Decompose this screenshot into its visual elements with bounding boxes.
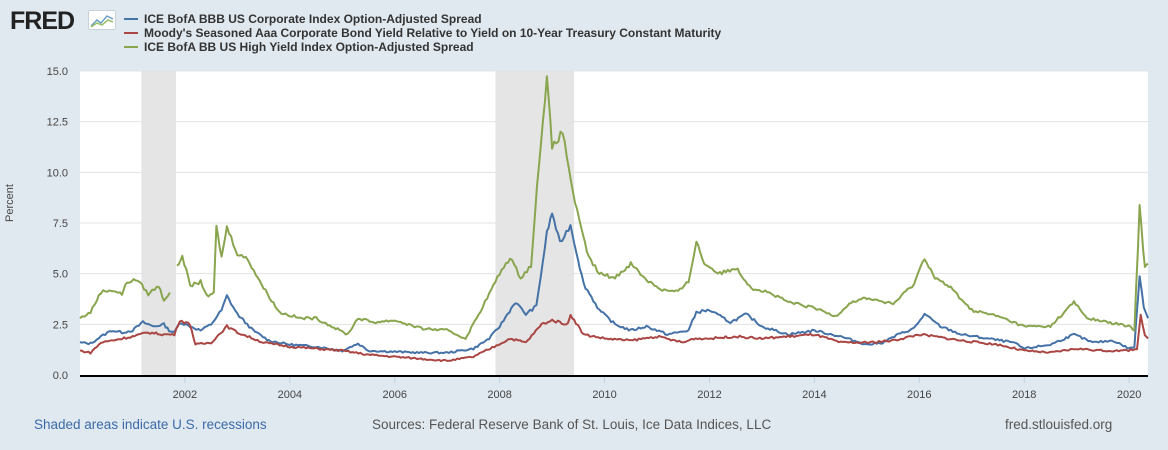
x-tick-label: 2004 <box>278 389 302 401</box>
fred-logo[interactable]: FRED <box>10 7 75 35</box>
x-tick-label: 2020 <box>1117 389 1141 401</box>
y-tick-label: 0.0 <box>53 370 68 382</box>
x-tick-label: 2016 <box>907 389 931 401</box>
legend-label: Moody's Seasoned Aaa Corporate Bond Yiel… <box>144 26 722 40</box>
x-tick-label: 2014 <box>802 389 826 401</box>
y-tick-label: 7.5 <box>53 218 68 230</box>
series-line-1 <box>79 212 1149 355</box>
chart-legend: ICE BofA BBB US Corporate Index Option-A… <box>124 12 721 54</box>
y-tick-label: 2.5 <box>53 319 68 331</box>
legend-swatch <box>124 46 138 48</box>
x-tick-label: 2008 <box>487 389 511 401</box>
y-tick-label: 10.0 <box>47 167 68 179</box>
legend-label: ICE BofA BBB US Corporate Index Option-A… <box>144 12 482 26</box>
x-tick-label: 2018 <box>1012 389 1036 401</box>
recession-note-link[interactable]: Shaded areas indicate U.S. recessions <box>34 417 267 432</box>
series-line-2 <box>79 313 1149 363</box>
legend-label: ICE BofA BB US High Yield Index Option-A… <box>144 40 474 54</box>
legend-item: ICE BofA BB US High Yield Index Option-A… <box>124 40 721 54</box>
x-tick-label: 2006 <box>382 389 406 401</box>
sources-text: Sources: Federal Reserve Bank of St. Lou… <box>372 417 772 432</box>
y-tick-label: 12.5 <box>47 117 68 129</box>
x-tick-label: 2010 <box>592 389 616 401</box>
x-tick-label: 2002 <box>173 389 197 401</box>
legend-swatch <box>124 18 138 20</box>
site-url: fred.stlouisfed.org <box>1005 417 1113 432</box>
y-tick-label: 15.0 <box>47 66 68 78</box>
legend-item: ICE BofA BBB US Corporate Index Option-A… <box>124 12 721 26</box>
legend-item: Moody's Seasoned Aaa Corporate Bond Yiel… <box>124 26 721 40</box>
x-tick-label: 2012 <box>697 389 721 401</box>
series-line-3 <box>79 75 1149 340</box>
chart-line-icon <box>88 10 116 30</box>
legend-swatch <box>124 32 138 34</box>
y-tick-label: 5.0 <box>53 269 68 281</box>
